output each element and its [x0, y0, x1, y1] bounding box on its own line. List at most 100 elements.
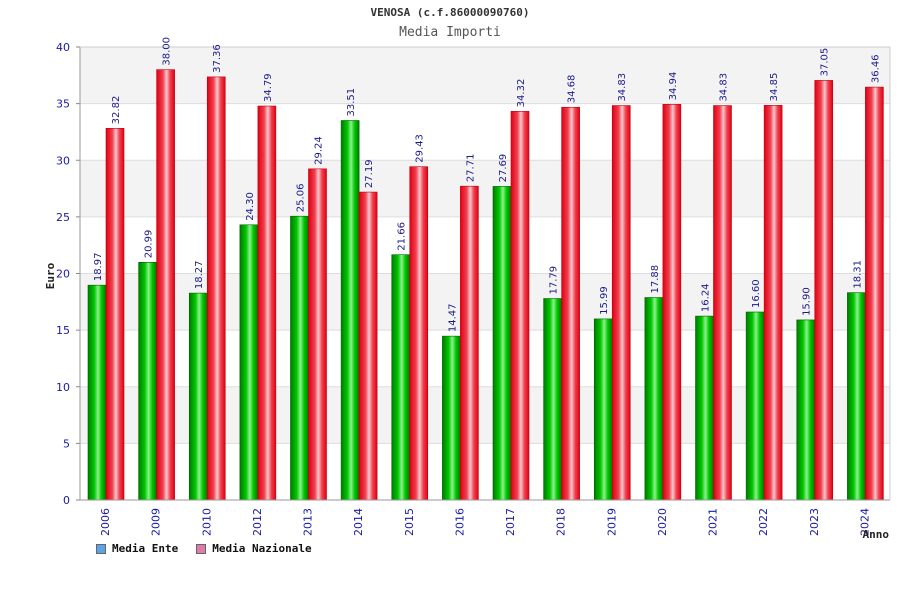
x-axis-title: Anno: [863, 528, 890, 541]
value-label-media-nazionale-2023: 37.05: [820, 48, 831, 77]
bar-media-ente-2009: [138, 261, 157, 501]
x-tick-label-2013: 2013: [302, 508, 315, 536]
value-label-media-nazionale-2009: 38.00: [162, 37, 173, 66]
y-tick-label: 35: [56, 98, 70, 111]
y-tick-label: 5: [63, 437, 70, 450]
value-label-media-nazionale-2018: 34.68: [567, 75, 578, 104]
bar-media-nazionale-2015: [409, 166, 429, 501]
value-label-media-ente-2015: 21.66: [397, 222, 408, 251]
y-tick-label: 25: [56, 211, 70, 224]
value-label-media-nazionale-2013: 29.24: [314, 136, 325, 165]
chart-subtitle: Media Importi: [399, 25, 501, 40]
x-tick-label-2017: 2017: [504, 508, 517, 536]
bar-media-ente-2010: [188, 292, 208, 501]
bar-media-ente-2018: [543, 298, 562, 501]
bar-media-nazionale-2013: [308, 168, 327, 501]
legend-item-media-nazionale: Media Nazionale: [196, 542, 312, 555]
bar-media-ente-2015: [391, 254, 411, 501]
x-tick-label-2019: 2019: [605, 508, 618, 536]
legend-label-media-ente: Media Ente: [112, 542, 179, 555]
y-tick-label: 20: [56, 268, 70, 281]
value-label-media-ente-2022: 16.60: [751, 279, 762, 308]
bar-media-nazionale-2017: [510, 111, 530, 501]
y-tick-label: 0: [63, 494, 70, 507]
value-label-media-ente-2014: 33.51: [346, 88, 357, 117]
bar-media-nazionale-2021: [713, 105, 732, 501]
bar-media-nazionale-2010: [206, 76, 226, 501]
x-tick-label-2006: 2006: [99, 508, 112, 536]
x-tick-label-2018: 2018: [555, 508, 568, 536]
value-label-media-ente-2017: 27.69: [498, 154, 509, 183]
bar-media-nazionale-2023: [814, 80, 834, 501]
value-label-media-nazionale-2016: 27.71: [465, 154, 476, 183]
bar-media-ente-2022: [745, 311, 765, 501]
bar-media-nazionale-2006: [105, 128, 125, 501]
value-label-media-ente-2021: 16.24: [701, 283, 712, 312]
value-label-media-nazionale-2020: 34.94: [668, 72, 679, 101]
x-tick-label-2020: 2020: [656, 508, 669, 536]
legend-swatch-media-ente: [96, 543, 106, 554]
bar-media-nazionale-2019: [611, 105, 631, 501]
chart-title: VENOSA (c.f.86000090760): [370, 6, 530, 19]
value-label-media-nazionale-2022: 34.85: [769, 73, 780, 102]
y-axis-title: Euro: [44, 262, 57, 289]
legend: Media Ente Media Nazionale: [96, 542, 312, 555]
x-tick-label-2014: 2014: [352, 508, 365, 536]
bar-media-ente-2019: [593, 318, 613, 501]
value-label-media-nazionale-2019: 34.83: [617, 73, 628, 102]
x-tick-label-2010: 2010: [200, 508, 213, 536]
bar-media-ente-2006: [87, 284, 107, 501]
bar-media-nazionale-2024: [865, 86, 884, 501]
value-label-media-nazionale-2014: 27.19: [364, 159, 375, 188]
bar-media-ente-2016: [442, 335, 461, 501]
bar-media-ente-2013: [290, 215, 309, 501]
bar-media-nazionale-2014: [358, 191, 378, 501]
bar-media-ente-2012: [239, 224, 259, 501]
bar-media-ente-2020: [644, 297, 664, 501]
x-tick-label-2023: 2023: [808, 508, 821, 536]
bar-media-nazionale-2016: [460, 185, 479, 501]
bar-media-ente-2021: [695, 315, 714, 501]
legend-item-media-ente: Media Ente: [96, 542, 178, 555]
x-tick-label-2016: 2016: [453, 508, 466, 536]
value-label-media-ente-2013: 25.06: [296, 184, 307, 213]
value-label-media-ente-2019: 15.99: [599, 286, 610, 315]
value-label-media-ente-2012: 24.30: [245, 192, 256, 221]
bar-media-ente-2017: [492, 186, 512, 501]
bar-media-ente-2014: [340, 120, 360, 501]
value-label-media-ente-2024: 18.31: [852, 260, 863, 289]
x-tick-label-2015: 2015: [403, 508, 416, 536]
value-label-media-nazionale-2015: 29.43: [415, 134, 426, 163]
value-label-media-ente-2006: 18.97: [93, 253, 104, 282]
value-label-media-nazionale-2017: 34.32: [516, 79, 527, 108]
value-label-media-nazionale-2010: 37.36: [212, 44, 223, 73]
value-label-media-ente-2009: 20.99: [144, 230, 155, 259]
y-tick-label: 10: [56, 381, 70, 394]
bar-media-ente-2023: [796, 319, 816, 501]
value-label-media-ente-2020: 17.88: [650, 265, 661, 294]
y-tick-label: 15: [56, 324, 70, 337]
x-tick-label-2012: 2012: [251, 508, 264, 536]
bar-media-nazionale-2009: [156, 69, 175, 501]
bar-media-ente-2024: [847, 292, 866, 501]
value-label-media-ente-2010: 18.27: [194, 260, 205, 289]
value-label-media-ente-2023: 15.90: [802, 287, 813, 316]
x-tick-label-2021: 2021: [707, 508, 720, 536]
y-tick-label: 40: [56, 41, 70, 54]
bar-media-nazionale-2012: [257, 105, 277, 501]
value-label-media-nazionale-2006: 32.82: [111, 96, 122, 125]
x-tick-label-2024: 2024: [858, 508, 871, 536]
value-label-media-nazionale-2012: 34.79: [263, 73, 274, 102]
legend-label-media-nazionale: Media Nazionale: [212, 542, 312, 555]
legend-swatch-media-nazionale: [196, 543, 207, 554]
bar-media-nazionale-2020: [662, 104, 682, 501]
bar-media-nazionale-2022: [763, 105, 783, 501]
value-label-media-ente-2018: 17.79: [549, 266, 560, 295]
y-tick-label: 30: [56, 154, 70, 167]
value-label-media-ente-2016: 14.47: [447, 303, 458, 332]
value-label-media-nazionale-2024: 36.46: [870, 54, 881, 83]
bar-media-nazionale-2018: [561, 106, 580, 501]
value-label-media-nazionale-2021: 34.83: [719, 73, 730, 102]
x-tick-label-2022: 2022: [757, 508, 770, 536]
